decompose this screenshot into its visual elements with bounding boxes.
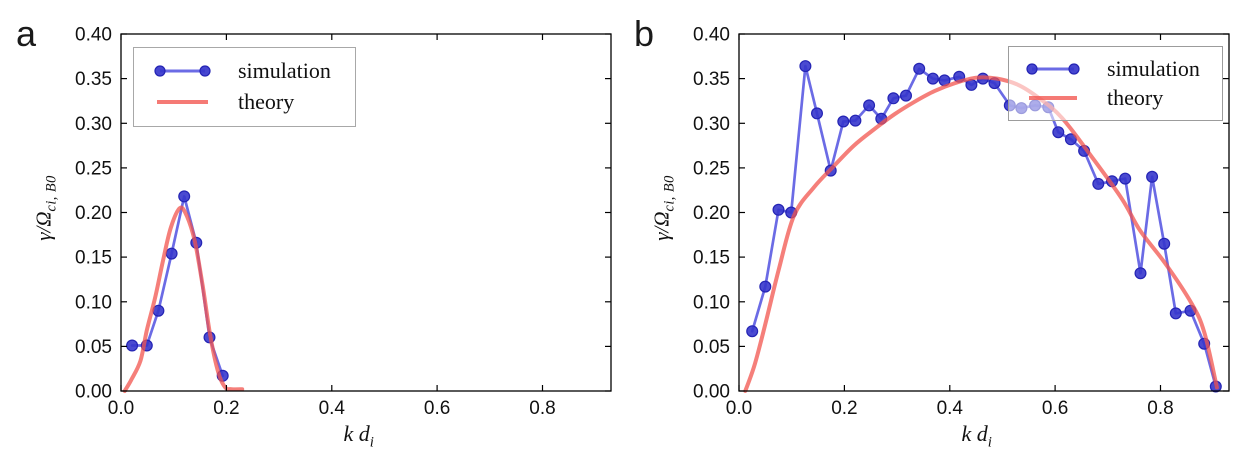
simulation-marker <box>811 107 824 120</box>
x-tick-label: 0.8 <box>529 398 555 419</box>
simulation-marker <box>887 92 900 105</box>
plot-area-a: 0.0 0.2 0.4 0.6 0.8 0.00 0.05 0.10 0.15 0.20 0.25 0… <box>75 25 612 419</box>
y-axis-label: γ/Ωci, B0 <box>31 175 60 241</box>
theory-line-sample-icon <box>1029 95 1077 100</box>
x-axis-label: k di <box>962 421 993 451</box>
legend-item-simulation: simulation <box>134 55 355 86</box>
legend: simulation theory <box>133 47 356 127</box>
simulation-marker <box>1064 133 1077 146</box>
simulation-marker <box>913 62 926 75</box>
x-tick-label: 0.6 <box>1042 398 1068 419</box>
y-tick-label: 0.20 <box>75 203 112 224</box>
axes-group: 0.0 0.2 0.4 0.6 0.8 0.00 0.05 0.10 0.15 0.20 0.25 0… <box>693 25 1230 419</box>
y-tick-label: 0.40 <box>693 25 730 46</box>
legend-label-simulation: simulation <box>238 57 331 83</box>
y-axis-label-subscript: ci, B0 <box>43 175 60 212</box>
simulation-marker <box>1158 237 1171 250</box>
theory-line <box>743 75 1219 393</box>
x-axis-label-main: k d <box>343 421 370 446</box>
legend: simulation theory <box>1008 46 1223 121</box>
y-tick-label: 0.20 <box>693 203 730 224</box>
y-tick-label: 0.05 <box>75 337 112 358</box>
axes-group: 0.0 0.2 0.4 0.6 0.8 0.00 0.05 0.10 0.15 0.20 0.25 0… <box>75 25 612 419</box>
x-axis-label-main: k d <box>961 421 988 446</box>
simulation-marker <box>1134 267 1147 280</box>
legend-label-theory: theory <box>238 88 295 114</box>
x-axis-label: k di <box>344 421 375 451</box>
simulation-marker <box>799 60 812 73</box>
legend-label-theory: theory <box>1107 84 1164 110</box>
simulation-marker <box>178 190 191 203</box>
x-axis-label-subscript: i <box>369 434 375 451</box>
panel-b-letter: b <box>634 13 655 54</box>
simulation-marker <box>126 339 139 352</box>
y-tick-label: 0.35 <box>75 69 112 90</box>
simulation-marker <box>746 325 759 338</box>
simulation-marker <box>900 89 913 102</box>
simulation-marker <box>1119 172 1132 185</box>
panel-a-letter: a <box>16 13 37 54</box>
simulation-marker <box>772 203 785 216</box>
y-tick-label: 0.00 <box>693 382 730 403</box>
legend-item-theory: theory <box>1009 83 1222 112</box>
y-tick-label: 0.25 <box>75 158 112 179</box>
simulation-marker <box>165 247 178 260</box>
y-tick-label: 0.00 <box>75 382 112 403</box>
x-tick-label: 0.2 <box>213 398 239 419</box>
y-tick-label: 0.30 <box>75 114 112 135</box>
simulation-marker <box>1052 126 1065 139</box>
simulation-marker <box>759 280 772 293</box>
simulation-marker <box>1169 307 1182 320</box>
y-tick-label: 0.05 <box>693 337 730 358</box>
y-tick-label: 0.30 <box>693 114 730 135</box>
y-tick-label: 0.10 <box>75 292 112 313</box>
panel-b: b γ/Ωci, B0 0.0 0.2 0.4 0.6 0.8 0.00 0.05 0.10 0… <box>618 0 1255 452</box>
y-tick-label: 0.25 <box>693 158 730 179</box>
theory-line <box>122 205 245 393</box>
simulation-line-sample-icon <box>154 64 211 77</box>
simulation-marker <box>837 115 850 128</box>
x-tick-label: 0.0 <box>108 398 134 419</box>
x-axis-label-subscript: i <box>987 434 993 451</box>
simulation-marker <box>849 114 862 127</box>
simulation-marker <box>863 99 876 112</box>
y-tick-label: 0.15 <box>75 248 112 269</box>
y-tick-label: 0.15 <box>693 248 730 269</box>
y-axis-label-main: γ/Ω <box>649 211 674 241</box>
x-tick-label: 0.4 <box>937 398 964 419</box>
panel-a: a γ/Ωci, B0 0.0 0.2 0.4 0.6 0.8 0.00 0.05 0.10 0… <box>16 13 612 451</box>
x-tick-label: 0.4 <box>319 398 346 419</box>
x-tick-label: 0.6 <box>424 398 450 419</box>
y-tick-label: 0.35 <box>693 69 730 90</box>
y-axis-label-subscript: ci, B0 <box>661 175 678 212</box>
y-tick-label: 0.10 <box>693 292 730 313</box>
legend-label-simulation: simulation <box>1107 55 1200 81</box>
y-axis-label-main: γ/Ω <box>31 211 56 241</box>
x-tick-label: 0.8 <box>1147 398 1173 419</box>
legend-item-theory: theory <box>134 86 355 117</box>
legend-item-simulation: simulation <box>1009 54 1222 83</box>
simulation-marker <box>926 72 939 85</box>
x-tick-label: 0.2 <box>831 398 857 419</box>
series-group <box>122 190 245 393</box>
simulation-marker <box>1092 177 1105 190</box>
simulation-marker <box>1146 170 1159 183</box>
simulation-line-sample-icon <box>1026 62 1080 75</box>
theory-line-sample-icon <box>157 99 208 104</box>
y-axis-label: γ/Ωci, B0 <box>649 175 678 241</box>
x-tick-label: 0.0 <box>726 398 752 419</box>
y-tick-label: 0.40 <box>75 25 112 46</box>
